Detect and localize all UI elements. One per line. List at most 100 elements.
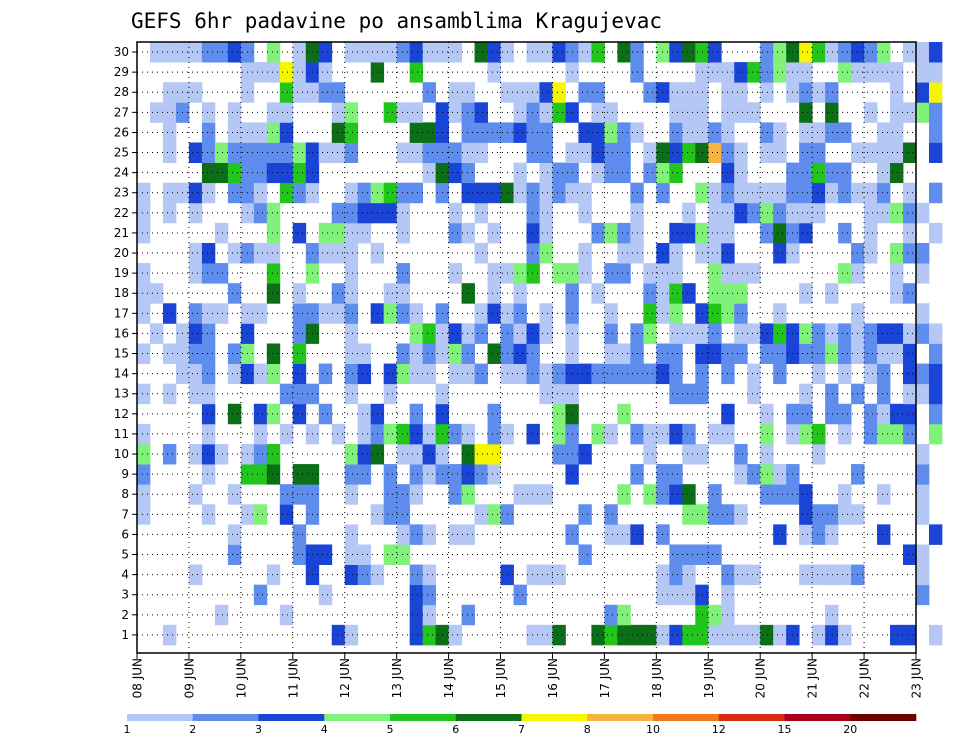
precip-cell: [422, 162, 437, 184]
precip-cell: [656, 343, 670, 364]
precip-cell: [513, 122, 527, 143]
precip-cell: [188, 142, 203, 163]
precip-cell: [383, 504, 398, 525]
precip-cell: [292, 464, 307, 485]
precip-cell: [539, 484, 553, 505]
precip-cell: [396, 142, 411, 163]
precip-cell: [604, 102, 618, 123]
precip-cell: [825, 383, 839, 405]
precip-cell: [214, 142, 229, 163]
precip-cell: [344, 122, 359, 143]
precip-cell: [734, 162, 748, 184]
precip-cell: [448, 464, 462, 485]
precip-cell: [409, 323, 424, 344]
precip-cell: [734, 343, 748, 364]
precip-cell: [279, 62, 294, 83]
precip-cell: [890, 263, 904, 284]
precip-cell: [344, 624, 359, 646]
precip-cell: [903, 403, 917, 425]
precip-cell: [773, 62, 787, 83]
precip-cell: [344, 564, 359, 586]
precip-cell: [656, 263, 670, 284]
precip-cell: [201, 242, 216, 264]
precip-cell: [214, 42, 229, 63]
precip-cell: [526, 423, 540, 445]
precip-cell: [266, 102, 281, 123]
precip-cell: [591, 162, 605, 184]
precip-cell: [643, 323, 657, 344]
precip-cell: [396, 202, 411, 224]
precip-cell: [474, 102, 488, 123]
precip-cell: [201, 182, 216, 204]
precip-cell: [461, 82, 475, 103]
precip-cell: [474, 242, 488, 264]
precip-cell: [799, 524, 813, 545]
precip-cell: [357, 343, 372, 364]
y-tick-label: 20: [114, 246, 129, 260]
legend-label: 4: [321, 723, 328, 736]
precip-cell: [890, 62, 904, 83]
precip-cell: [137, 182, 151, 204]
precip-cell: [552, 102, 566, 123]
precip-cell: [137, 464, 151, 485]
precip-cell: [266, 42, 281, 63]
precip-cell: [292, 403, 307, 425]
precip-cell: [695, 122, 709, 143]
precip-cell: [604, 363, 618, 385]
precip-cell: [331, 222, 346, 244]
precip-cell: [864, 242, 878, 264]
precip-cell: [825, 42, 839, 63]
precip-cell: [344, 484, 359, 505]
precip-cell: [422, 464, 437, 485]
precip-cell: [539, 624, 553, 646]
legend-label: 8: [584, 723, 591, 736]
precip-cell: [318, 242, 333, 264]
precip-cell: [838, 122, 852, 143]
precip-cell: [461, 323, 475, 344]
precip-cell: [903, 383, 917, 405]
precip-cell: [539, 363, 553, 385]
precip-cell: [799, 62, 813, 83]
precip-cell: [137, 202, 151, 224]
precip-cell: [201, 303, 216, 324]
precip-cell: [357, 182, 372, 204]
precip-cell: [669, 544, 683, 565]
precip-cell: [357, 423, 372, 445]
precip-cell: [747, 323, 761, 344]
legend-swatch: [587, 714, 654, 721]
precip-cell: [487, 464, 501, 485]
precip-cell: [734, 283, 748, 304]
precip-cell: [162, 202, 177, 224]
precip-cell: [877, 403, 891, 425]
precip-cell: [643, 82, 657, 103]
precip-cell: [422, 423, 437, 445]
precip-cell: [916, 82, 930, 103]
y-tick-label: 17: [114, 306, 129, 320]
precip-cell: [604, 604, 618, 626]
precip-cell: [928, 182, 943, 204]
precip-cell: [552, 263, 566, 284]
precip-cell: [928, 343, 943, 364]
precip-cell: [916, 564, 930, 586]
precip-cell: [526, 82, 540, 103]
precip-cell: [201, 122, 216, 143]
precip-cell: [695, 443, 709, 465]
y-tick-label: 22: [114, 206, 129, 220]
legend-swatch: [192, 714, 259, 721]
precip-cell: [604, 162, 618, 184]
precip-cell: [201, 343, 216, 364]
precip-cell: [669, 242, 683, 264]
precip-cell: [383, 182, 398, 204]
x-tick-label: 12 JUN: [338, 658, 352, 698]
precip-cell: [422, 604, 437, 626]
precip-cell: [825, 162, 839, 184]
precip-cell: [656, 142, 670, 163]
precip-cell: [682, 102, 696, 123]
x-tick-label: 16 JUN: [546, 658, 560, 698]
precip-cell: [617, 122, 631, 143]
y-tick-label: 19: [114, 266, 129, 280]
precip-cell: [344, 303, 359, 324]
precip-cell: [695, 343, 709, 364]
precip-cell: [903, 343, 917, 364]
y-tick-label: 15: [114, 347, 129, 361]
